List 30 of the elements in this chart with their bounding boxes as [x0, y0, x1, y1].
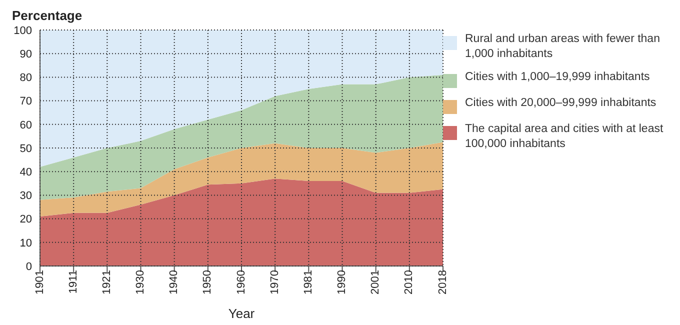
y-tick-label: 50 — [20, 142, 32, 155]
y-tick-label: 80 — [20, 72, 32, 84]
y-tick-label: 30 — [20, 190, 32, 202]
y-tick-label: 10 — [20, 237, 32, 250]
x-tick-label: 2018 — [436, 270, 449, 294]
x-tick-label: 2001 — [370, 270, 382, 294]
y-tick-label: 100 — [14, 24, 32, 37]
y-tick-label: 70 — [20, 96, 32, 108]
x-tick-label: 1921 — [100, 270, 113, 294]
x-tick-label: 1960 — [235, 270, 248, 294]
y-tick-label: 40 — [20, 166, 32, 179]
x-tick-label: 1990 — [336, 270, 348, 294]
legend-label: Cities with 20,000–99,999 inhabitants — [465, 96, 658, 111]
x-tick-label: 1981 — [302, 270, 314, 294]
chart-title: Percentage — [12, 8, 82, 23]
series-label: Rural and urban areas with fewer than 1,000 inhabitants — [465, 32, 661, 62]
legend-label: The capital area and cities with at least 100,000 inhabitants — [465, 122, 664, 152]
y-tick-label: 60 — [20, 119, 32, 132]
series-label: Cities with 1,000–19,999 inhabitants — [465, 70, 651, 85]
x-tick-label: 1950 — [202, 270, 214, 294]
x-tick-label: 1970 — [268, 270, 281, 294]
x-tick-label: 1901 — [34, 270, 46, 294]
x-axis-title: Year — [228, 306, 256, 321]
y-tick-label: 20 — [20, 214, 32, 226]
x-tick-label: 2010 — [403, 270, 416, 294]
x-tick-label: 1930 — [134, 270, 147, 294]
x-tick-label: 1940 — [168, 270, 180, 294]
y-tick-label: 0 — [26, 260, 32, 273]
x-tick-label: 1911 — [67, 270, 80, 294]
y-tick-label: 90 — [20, 48, 32, 61]
